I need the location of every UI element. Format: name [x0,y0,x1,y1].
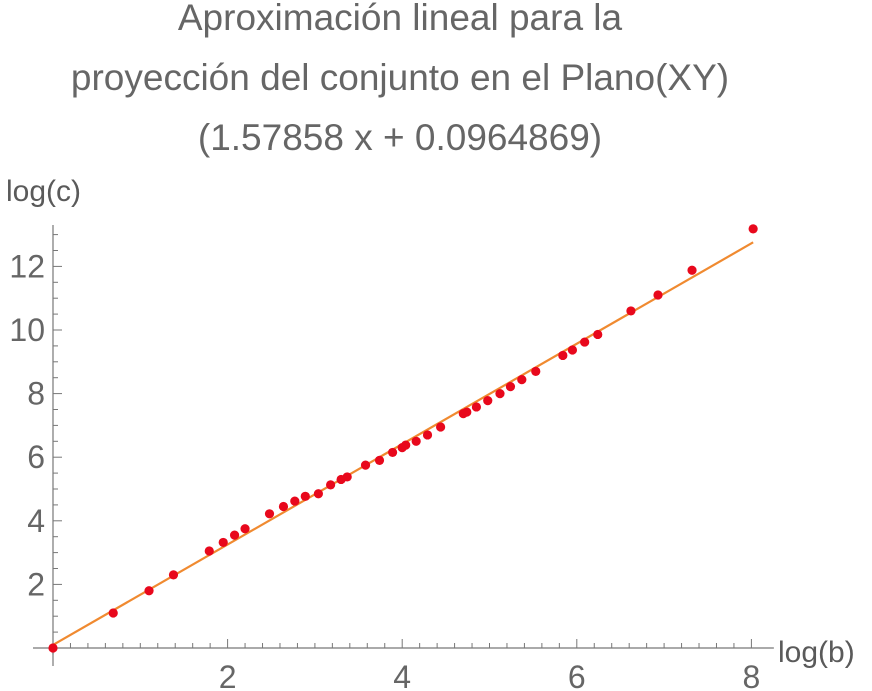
x-tick-label: 6 [568,659,586,691]
chart-title-line-1: Aproximación lineal para la [177,0,623,38]
data-point [626,306,636,316]
x-tick-label: 4 [393,659,411,691]
x-tick-label: 8 [743,659,761,691]
data-point [278,501,289,512]
data-point [374,455,385,465]
y-tick-label: 8 [27,376,45,412]
data-point [422,430,433,440]
data-point [290,496,300,506]
data-point [240,524,250,534]
data-point [218,537,228,548]
data-point [748,224,758,234]
y-tick-label: 2 [27,566,45,602]
data-point [653,290,663,300]
data-point [401,440,411,450]
data-point [326,480,336,490]
x-tick-label: 2 [219,659,237,691]
data-point [495,389,505,399]
data-point [483,395,493,406]
data-point [300,491,310,501]
y-tick-label: 6 [27,439,45,475]
data-point [567,345,578,355]
data-point [580,337,590,347]
data-point [462,407,472,417]
y-tick-label: 4 [27,503,45,539]
chart-title-line-3: (1.57858 x + 0.0964869) [197,117,603,158]
data-point [436,422,446,432]
data-point [505,382,516,392]
data-point [517,375,527,385]
data-point [593,329,603,340]
chart-title-line-2: proyección del conjunto en el Plano(XY) [70,57,730,98]
data-point [558,350,568,361]
data-point [342,472,352,482]
data-point [229,530,240,540]
data-point [313,489,323,499]
data-point [264,509,275,519]
data-points [48,224,758,653]
data-point [108,608,118,618]
data-point [360,460,371,470]
data-point [144,586,154,596]
data-point [531,366,541,376]
data-point [411,436,421,446]
data-point [471,402,482,412]
y-axis-label: log(c) [6,175,81,208]
data-point [168,570,179,580]
y-tick-label: 12 [9,248,45,284]
data-point [387,447,398,458]
y-tick-label: 10 [9,312,45,348]
tick-labels: 2 4 6 8 2 4 6 8 10 12 [9,248,760,691]
data-point [204,546,214,556]
data-point [48,643,58,653]
x-axis-label: log(b) [778,636,855,669]
chart-title: Aproximación lineal para la proyección d… [0,0,800,168]
data-point [687,265,697,275]
